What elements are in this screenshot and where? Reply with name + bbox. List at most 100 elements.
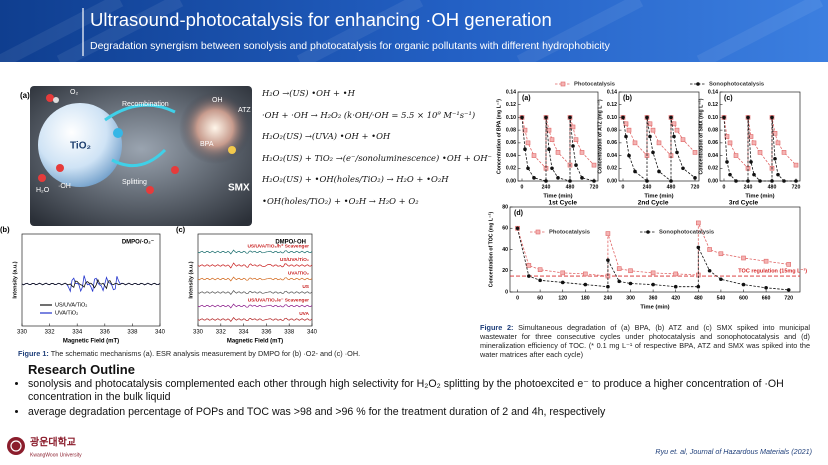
y-axis-label: Concentration of TOC (mg L⁻¹) xyxy=(488,211,494,287)
x-tick-label: 332 xyxy=(216,330,227,336)
x-tick-label: 660 xyxy=(762,295,771,301)
y-tick-label: 0.08 xyxy=(607,128,617,134)
data-point xyxy=(727,140,733,146)
x-tick-label: 336 xyxy=(261,330,272,336)
data-point xyxy=(772,131,778,136)
plot-frame xyxy=(517,91,599,182)
trace-label: US xyxy=(302,284,309,290)
cycle-label: 1st Cycle xyxy=(548,200,577,207)
legend-marker xyxy=(560,81,566,87)
x-tick-label: 336 xyxy=(100,330,111,336)
equation: ·OH + ·OH → H₂O₂ (k·OH/·OH = 5.5 × 10⁹ M… xyxy=(262,109,476,120)
data-point xyxy=(722,115,726,120)
y-tick-label: 0.06 xyxy=(607,140,617,146)
data-point xyxy=(532,176,536,180)
data-point xyxy=(568,115,572,120)
x-tick-label: 480 xyxy=(694,295,703,301)
x-tick-label: 120 xyxy=(558,295,567,301)
caption-text: Simultaneous degradation of (a) BPA, (b)… xyxy=(480,323,811,359)
y-tick-label: 0.12 xyxy=(506,102,516,108)
panel-label: (c) xyxy=(724,95,733,102)
y-tick-label: 0.00 xyxy=(708,178,718,184)
data-point xyxy=(549,137,555,142)
esr-trace xyxy=(197,303,313,309)
data-point xyxy=(734,179,738,183)
bullet-list: sonolysis and photocatalysis complemente… xyxy=(12,378,818,421)
caption-text: The schematic mechanisms (a). ESR analys… xyxy=(50,349,361,358)
data-point xyxy=(605,231,611,236)
series-line xyxy=(517,222,789,277)
y-tick-label: 0.14 xyxy=(607,89,617,95)
data-point xyxy=(580,176,584,180)
x-tick-label: 330 xyxy=(17,330,28,336)
data-point xyxy=(555,150,561,155)
x-tick-label: 720 xyxy=(590,184,599,190)
data-point xyxy=(719,277,723,282)
slide-title: Ultrasound-photocatalysis for enhancing … xyxy=(90,9,552,30)
y-axis-label: Concentration of SMX (mg L⁻¹) xyxy=(698,98,704,174)
data-point xyxy=(523,147,527,152)
series-line xyxy=(723,117,796,182)
molecule xyxy=(38,174,46,182)
data-point xyxy=(724,134,730,139)
image-label: Splitting xyxy=(122,179,147,186)
x-tick-label: 720 xyxy=(784,295,793,301)
data-point xyxy=(645,179,649,183)
legend-label: UVA/TiO₂ xyxy=(55,310,78,316)
data-point xyxy=(570,124,576,130)
data-point xyxy=(657,169,661,174)
x-axis-label: Magnetic Field (mT) xyxy=(227,339,283,345)
data-point xyxy=(728,172,732,177)
x-tick-label: 0 xyxy=(622,184,625,190)
legend-marker xyxy=(646,230,650,234)
x-tick-label: 540 xyxy=(717,295,726,301)
slide-subtitle: Degradation synergism between sonolysis … xyxy=(90,40,611,52)
data-point xyxy=(626,127,632,133)
y-tick-label: 0.12 xyxy=(708,102,718,108)
data-point xyxy=(531,153,537,158)
logo-english: KwangWoon University xyxy=(30,452,82,458)
x-tick-label: 338 xyxy=(284,330,295,336)
data-point xyxy=(746,179,750,183)
data-point xyxy=(775,140,781,146)
data-point xyxy=(628,268,633,274)
data-point xyxy=(621,115,625,120)
data-point xyxy=(633,169,637,174)
data-point xyxy=(673,271,679,277)
y-tick-label: 0.06 xyxy=(506,140,516,146)
trace-label: UVA/TiO₂ xyxy=(288,270,309,276)
data-point xyxy=(647,121,653,127)
x-tick-label: 300 xyxy=(626,295,635,301)
data-point xyxy=(696,284,701,289)
y-tick-label: 0.10 xyxy=(607,115,617,121)
data-point xyxy=(707,247,712,252)
legend-marker xyxy=(696,82,700,86)
x-tick-label: 420 xyxy=(671,295,680,301)
panel-label: (b) xyxy=(623,95,632,102)
y-tick-label: 0.02 xyxy=(708,166,718,172)
image-label: ATZ xyxy=(238,107,251,114)
bullet: sonolysis and photocatalysis complemente… xyxy=(28,378,818,404)
data-point xyxy=(556,176,560,180)
data-point xyxy=(525,140,531,146)
x-tick-label: 340 xyxy=(155,330,166,336)
esr-trace xyxy=(197,262,313,269)
y-tick-label: 0.10 xyxy=(708,115,718,121)
y-tick-label: 0.10 xyxy=(506,115,516,121)
legend-label: Sonophotocatalysis xyxy=(709,82,764,88)
data-point xyxy=(526,263,532,268)
y-axis-label: Concentration of ATZ (mg L⁻¹) xyxy=(597,99,603,173)
x-tick-label: 480 xyxy=(667,184,676,190)
y-tick-label: 0.14 xyxy=(708,89,718,95)
x-tick-label: 180 xyxy=(581,295,590,301)
panel-title: DMPO/·OH xyxy=(275,240,306,246)
data-point xyxy=(696,220,701,226)
legend-marker xyxy=(535,229,541,235)
data-point xyxy=(693,176,697,180)
data-point xyxy=(606,258,610,262)
image-label: H₂O xyxy=(36,187,50,194)
data-point xyxy=(675,150,679,155)
esr-trace xyxy=(197,276,313,282)
legend-label: US/UVA/TiO₂ xyxy=(55,302,87,308)
